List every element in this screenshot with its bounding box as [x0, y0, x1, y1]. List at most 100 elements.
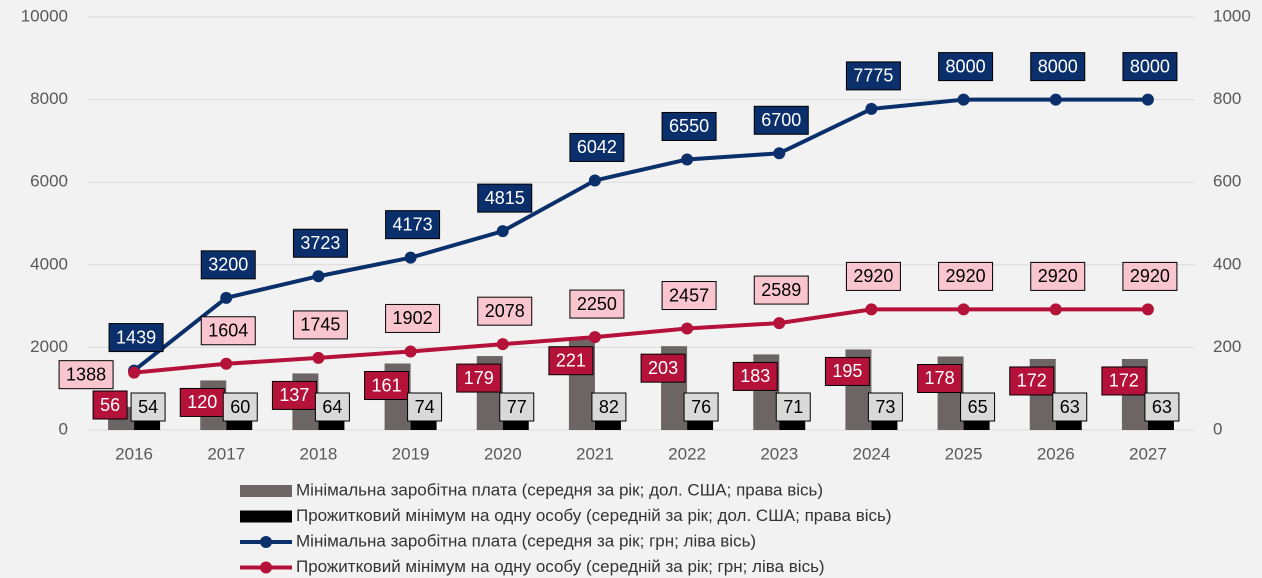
- line-point: [404, 345, 417, 358]
- data-label-box: [661, 281, 717, 311]
- data-label: 2920: [1038, 266, 1078, 286]
- data-label: 2920: [853, 266, 893, 286]
- legend-swatch: [240, 485, 292, 497]
- y-tick-label: 0: [59, 419, 68, 438]
- data-label: 56: [100, 395, 120, 415]
- line-point: [404, 251, 417, 264]
- data-label: 1439: [116, 327, 156, 347]
- line-point: [681, 153, 694, 166]
- data-label: 3723: [300, 233, 340, 253]
- line-point: [1049, 93, 1062, 106]
- y2-tick-label: 400: [1213, 254, 1241, 273]
- data-label-box: [456, 363, 502, 393]
- data-label: 6042: [577, 137, 617, 157]
- data-label: 8000: [946, 56, 986, 76]
- legend-label: Мінімальна заробітна плата (середня за р…: [296, 480, 823, 499]
- data-label-box: [271, 380, 317, 410]
- legend-label: Прожитковий мінімум на одну особу (серед…: [296, 506, 892, 525]
- data-label: 2920: [946, 266, 986, 286]
- data-label: 195: [832, 361, 862, 381]
- line-point: [220, 291, 233, 304]
- data-label: 172: [1109, 371, 1139, 391]
- legend-swatch: [260, 561, 272, 574]
- data-label-box: [683, 392, 719, 422]
- line: [133, 307, 1148, 375]
- data-label: 1902: [393, 308, 433, 328]
- line-point: [865, 102, 878, 115]
- data-label: 74: [415, 397, 435, 417]
- x-tick-label: 2022: [668, 444, 706, 463]
- line-point: [1049, 303, 1062, 316]
- data-label-box: [407, 392, 443, 422]
- data-label-box: [499, 392, 535, 422]
- data-label: 120: [187, 392, 217, 412]
- line-point: [588, 174, 601, 187]
- data-label: 1745: [300, 315, 340, 335]
- data-label-box: [314, 392, 350, 422]
- y-tick-label: 8000: [30, 89, 68, 108]
- data-label-box: [1122, 52, 1178, 82]
- line-point: [220, 357, 233, 370]
- line-point: [681, 322, 694, 335]
- data-label: 2920: [1130, 266, 1170, 286]
- data-label: 137: [279, 385, 309, 405]
- data-label: 63: [1060, 397, 1080, 417]
- data-label-box: [732, 361, 778, 391]
- x-tick-label: 2017: [207, 444, 245, 463]
- line-point: [773, 147, 786, 160]
- data-label-box: [1122, 261, 1178, 291]
- data-label-box: [753, 275, 809, 305]
- data-label-box: [477, 183, 533, 213]
- y2-tick-label: 200: [1213, 337, 1241, 356]
- data-label-box: [1030, 52, 1086, 82]
- data-label-box: [938, 52, 994, 82]
- data-label-box: [1030, 261, 1086, 291]
- line-point: [496, 338, 509, 351]
- data-label: 8000: [1038, 56, 1078, 76]
- data-label: 6700: [761, 110, 801, 130]
- data-label-box: [569, 132, 625, 162]
- data-label: 203: [648, 358, 678, 378]
- data-label-box: [960, 392, 996, 422]
- data-label: 3200: [208, 255, 248, 275]
- data-label-box: [1009, 366, 1055, 396]
- legend-label: Мінімальна заробітна плата (середня за р…: [296, 531, 756, 550]
- data-label: 63: [1152, 397, 1172, 417]
- data-label-box: [108, 323, 164, 353]
- x-tick-label: 2021: [576, 444, 614, 463]
- x-tick-label: 2019: [392, 444, 430, 463]
- data-label-box: [364, 371, 410, 401]
- x-tick-label: 2027: [1129, 444, 1167, 463]
- data-label-box: [753, 105, 809, 135]
- data-label: 82: [599, 397, 619, 417]
- data-label: 2078: [485, 301, 525, 321]
- x-tick-label: 2024: [853, 444, 891, 463]
- y-tick-label: 10000: [21, 6, 68, 25]
- data-label-box: [775, 392, 811, 422]
- line-point: [1141, 303, 1154, 316]
- line-point: [773, 317, 786, 330]
- data-label: 1604: [208, 321, 248, 341]
- line-point: [1141, 93, 1154, 106]
- data-label: 1388: [66, 364, 106, 384]
- data-label: 7775: [853, 66, 893, 86]
- data-label: 8000: [1130, 56, 1170, 76]
- data-label: 54: [138, 397, 158, 417]
- data-label-box: [661, 111, 717, 141]
- data-label: 179: [464, 368, 494, 388]
- data-label-box: [845, 61, 901, 91]
- line-point: [312, 270, 325, 283]
- data-label: 60: [230, 397, 250, 417]
- data-label-box: [591, 392, 627, 422]
- data-label-box: [385, 303, 441, 333]
- data-label-box: [845, 261, 901, 291]
- data-label: 172: [1017, 371, 1047, 391]
- data-label: 161: [372, 375, 402, 395]
- line-point: [957, 93, 970, 106]
- y-tick-label: 6000: [30, 172, 68, 191]
- data-label-box: [1144, 392, 1180, 422]
- data-label-box: [200, 250, 256, 280]
- data-label: 73: [875, 397, 895, 417]
- data-label-box: [92, 390, 128, 420]
